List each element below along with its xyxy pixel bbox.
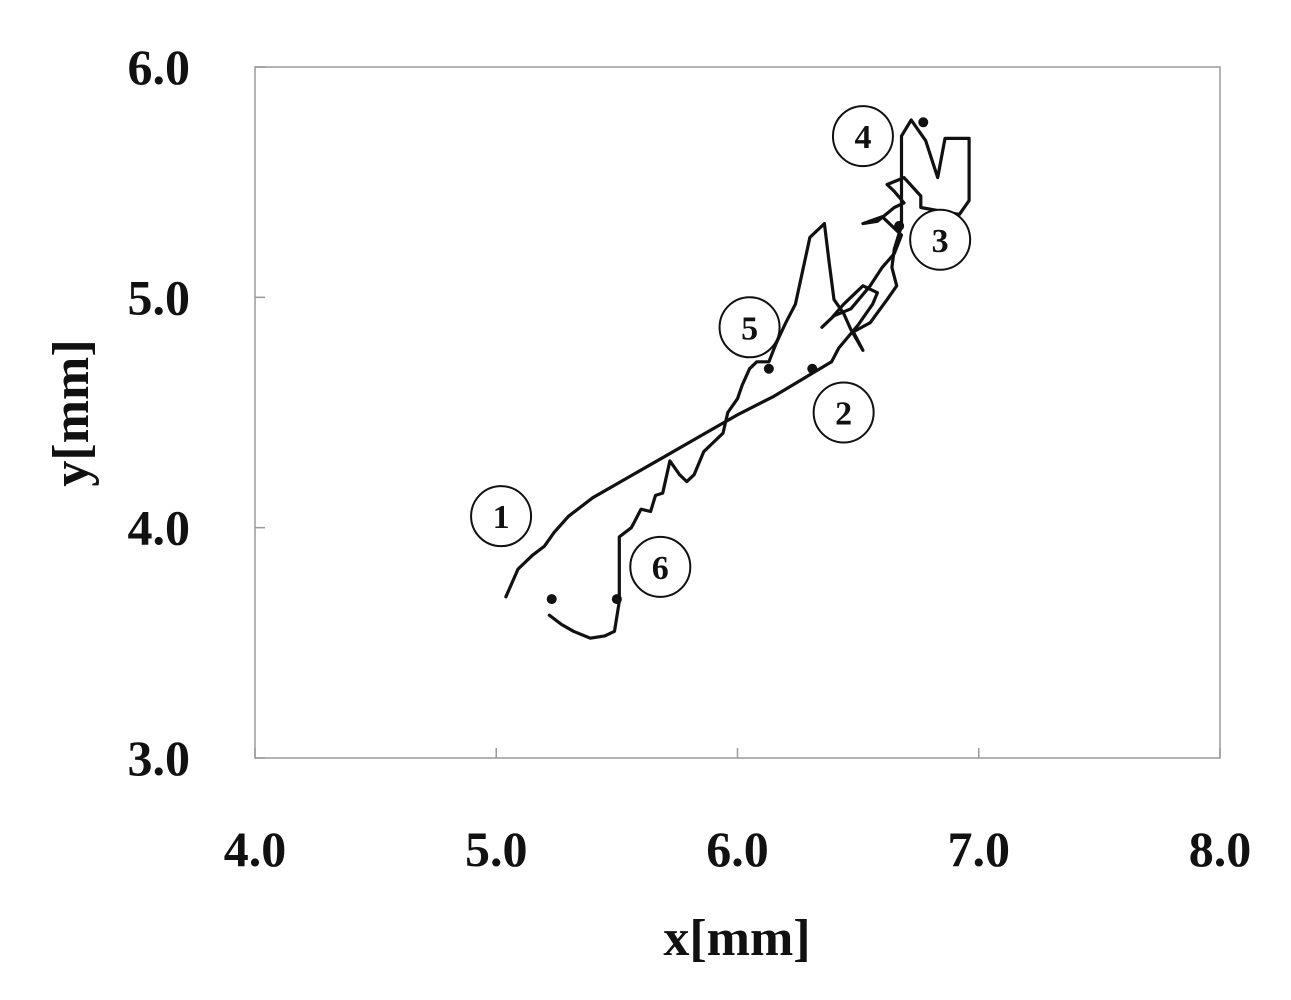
point-label-5: 5 [741, 310, 758, 347]
trajectory-line-3 [547, 599, 621, 640]
plot-frame [254, 66, 1221, 759]
point-label-circle-5 [718, 296, 781, 359]
y-tick-label: 3.0 [128, 730, 191, 786]
trajectory-point-2 [807, 363, 818, 374]
point-label-circle-4 [831, 105, 894, 168]
trajectory-point-6 [611, 594, 622, 605]
trajectory-line-2 [617, 222, 904, 604]
trajectory-point-4 [918, 117, 929, 128]
x-tick-label: 7.0 [948, 821, 1011, 877]
trajectory-point-3 [894, 220, 905, 231]
y-tick-label: 5.0 [128, 269, 191, 325]
x-tick-label: 6.0 [706, 821, 769, 877]
point-label-circle-3 [909, 208, 972, 271]
y-axis-label: y[mm] [43, 339, 100, 486]
trajectory-line-1 [504, 118, 971, 599]
y-tick-label: 6.0 [128, 39, 191, 95]
point-label-circle-6 [629, 535, 692, 598]
point-label-2: 2 [835, 396, 852, 433]
x-tick-label: 5.0 [465, 821, 528, 877]
point-label-circle-1 [470, 485, 533, 548]
point-label-6: 6 [652, 550, 669, 587]
x-axis-label: x[mm] [663, 910, 810, 967]
trajectory-point-1 [546, 594, 557, 605]
x-tick-label: 8.0 [1189, 821, 1252, 877]
point-label-3: 3 [932, 223, 949, 260]
x-tick-label: 4.0 [224, 821, 287, 877]
point-label-4: 4 [854, 119, 871, 156]
point-label-circle-2 [812, 381, 875, 444]
y-tick-label: 4.0 [128, 500, 191, 556]
trajectory-point-5 [763, 363, 774, 374]
point-label-1: 1 [493, 499, 510, 536]
